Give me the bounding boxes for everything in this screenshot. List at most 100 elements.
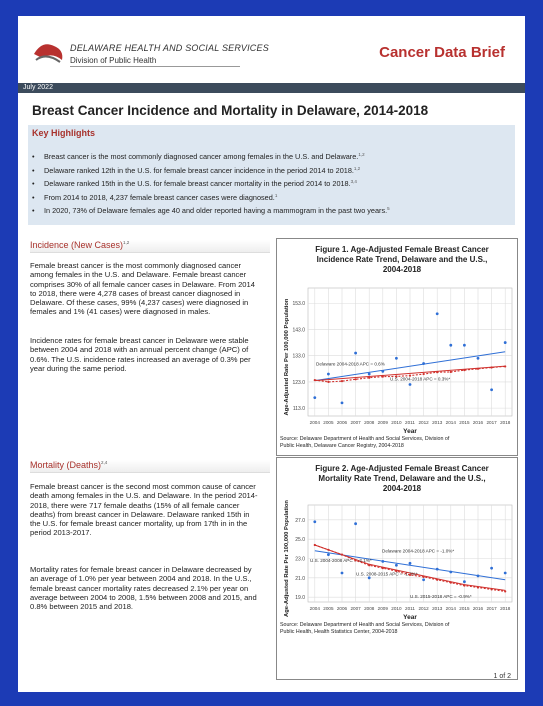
highlight-item: In 2020, 73% of Delaware females age 40 … bbox=[32, 206, 390, 215]
data-point bbox=[327, 380, 330, 384]
x-tick-label: 2017 bbox=[486, 606, 497, 611]
paragraph: Female breast cancer is the most commonl… bbox=[30, 261, 255, 317]
trend-label: U.S. 2008-2015 APC = -1.3%* bbox=[356, 572, 418, 577]
x-tick-label: 2011 bbox=[405, 420, 415, 425]
data-point bbox=[449, 370, 452, 374]
y-tick-label: 21.0 bbox=[295, 576, 305, 582]
x-tick-label: 2018 bbox=[500, 420, 511, 425]
data-point bbox=[395, 356, 398, 360]
trend-line bbox=[314, 365, 506, 382]
rule bbox=[70, 66, 240, 67]
data-point bbox=[449, 570, 453, 574]
highlight-text: Delaware ranked 12th in the U.S. for fem… bbox=[44, 165, 354, 175]
data-point bbox=[327, 553, 330, 557]
x-tick-label: 2018 bbox=[500, 606, 511, 611]
page-number: 1 of 2 bbox=[493, 673, 511, 680]
figure-title: Figure 1. Age-Adjusted Female Breast Can… bbox=[315, 245, 489, 274]
data-point bbox=[367, 372, 371, 376]
data-point bbox=[463, 369, 466, 372]
highlight-ref: 1,2 bbox=[353, 165, 361, 171]
trend-label: U.S. 2004-2018 APC = 0.3%* bbox=[390, 377, 450, 382]
data-point bbox=[408, 561, 412, 565]
highlight-ref: 1,2 bbox=[358, 152, 365, 157]
data-point bbox=[490, 366, 493, 369]
data-point bbox=[422, 578, 425, 582]
agency: DELAWARE HEALTH AND SOCIAL SERVICES bbox=[70, 43, 269, 53]
y-tick-label: 25.0 bbox=[295, 537, 305, 543]
data-point bbox=[381, 370, 385, 373]
data-point bbox=[436, 371, 439, 374]
trend-line bbox=[369, 563, 465, 586]
x-tick-label: 2008 bbox=[364, 420, 375, 425]
section-ref: 1,2 bbox=[123, 240, 130, 245]
figure-source: Source: Delaware Department of Health an… bbox=[280, 436, 450, 449]
trend-label: U.S. 2004-2008 APC = -2.1%* bbox=[310, 558, 372, 563]
y-tick-label: 113.0 bbox=[293, 406, 305, 412]
data-point bbox=[327, 548, 330, 551]
highlight-item: Delaware ranked 12th in the U.S. for fem… bbox=[32, 166, 360, 175]
x-tick-label: 2017 bbox=[486, 420, 497, 425]
y-axis-label: Age-Adjusted Rate Per 100,000 Population bbox=[284, 298, 290, 415]
x-tick-label: 2007 bbox=[350, 420, 361, 425]
x-tick-label: 2005 bbox=[323, 420, 334, 425]
date: July 2022 bbox=[23, 84, 53, 91]
x-tick-label: 2006 bbox=[337, 606, 348, 611]
highlight-text: From 2014 to 2018, 4,237 female breast c… bbox=[44, 192, 275, 202]
data-point bbox=[476, 367, 480, 370]
section-heading: Incidence (New Cases)1,2 bbox=[30, 240, 270, 253]
highlight-text: In 2020, 73% of Delaware females age 40 … bbox=[44, 206, 388, 216]
section-heading-text: Mortality (Deaths) bbox=[30, 460, 102, 470]
x-tick-label: 2012 bbox=[418, 606, 429, 611]
figure-source: Source: Delaware Department of Health an… bbox=[280, 622, 450, 635]
data-point bbox=[313, 520, 317, 524]
data-point bbox=[504, 590, 507, 593]
x-tick-label: 2011 bbox=[405, 606, 415, 611]
page: DELAWARE HEALTH AND SOCIAL SERVICES Divi… bbox=[18, 16, 525, 692]
highlight-item: Breast cancer is the most commonly diagn… bbox=[32, 152, 365, 161]
data-point bbox=[368, 376, 371, 379]
trend-label: Delaware 2004-2018 APC = -1.0%* bbox=[382, 549, 454, 554]
trend-line bbox=[314, 351, 506, 382]
highlight-ref: 1 bbox=[274, 192, 278, 198]
x-tick-label: 2016 bbox=[473, 420, 484, 425]
highlights-heading: Key Highlights bbox=[32, 128, 96, 138]
data-point bbox=[422, 362, 425, 365]
y-tick-label: 19.0 bbox=[295, 595, 305, 601]
x-tick-label: 2004 bbox=[310, 606, 321, 611]
data-point bbox=[422, 575, 425, 578]
x-tick-label: 2004 bbox=[310, 420, 321, 425]
y-tick-label: 133.0 bbox=[292, 354, 305, 360]
data-point bbox=[490, 566, 493, 570]
highlight-item: Delaware ranked 15th in the U.S. for fem… bbox=[32, 179, 357, 188]
data-point bbox=[408, 374, 412, 377]
data-point bbox=[340, 401, 344, 405]
x-tick-label: 2013 bbox=[432, 420, 443, 425]
brief: Cancer Data Brief bbox=[379, 44, 505, 61]
highlight-text: Breast cancer is the most commonly diagn… bbox=[44, 152, 359, 162]
figure-title: Figure 2. Age-Adjusted Female Breast Can… bbox=[315, 464, 489, 493]
data-point bbox=[395, 563, 398, 567]
data-point bbox=[340, 571, 344, 575]
data-point bbox=[435, 567, 439, 571]
highlight-ref: 3,4 bbox=[350, 179, 357, 184]
x-tick-label: 2014 bbox=[446, 420, 457, 425]
division: Division of Public Health bbox=[70, 56, 157, 65]
figure: Figure 1. Age-Adjusted Female Breast Can… bbox=[280, 245, 513, 449]
data-point bbox=[503, 571, 507, 575]
highlight-text: Delaware ranked 15th in the U.S. for fem… bbox=[44, 179, 351, 189]
data-point bbox=[476, 586, 480, 589]
y-axis-label: Age-Adjusted Rate Per 100,000 Population bbox=[284, 500, 290, 617]
data-point bbox=[395, 375, 398, 378]
data-point bbox=[354, 522, 357, 526]
data-point bbox=[381, 560, 385, 563]
data-point bbox=[340, 553, 344, 556]
y-tick-label: 23.0 bbox=[295, 557, 305, 563]
highlight-ref: 5 bbox=[387, 206, 390, 211]
data-point bbox=[435, 312, 439, 316]
x-tick-label: 2005 bbox=[323, 606, 334, 611]
trend-label: Delaware 2004-2018 APC = 0.6% bbox=[316, 362, 385, 367]
x-tick-label: 2006 bbox=[337, 420, 348, 425]
data-point bbox=[503, 341, 507, 344]
data-point bbox=[490, 388, 493, 392]
data-point bbox=[408, 573, 412, 577]
